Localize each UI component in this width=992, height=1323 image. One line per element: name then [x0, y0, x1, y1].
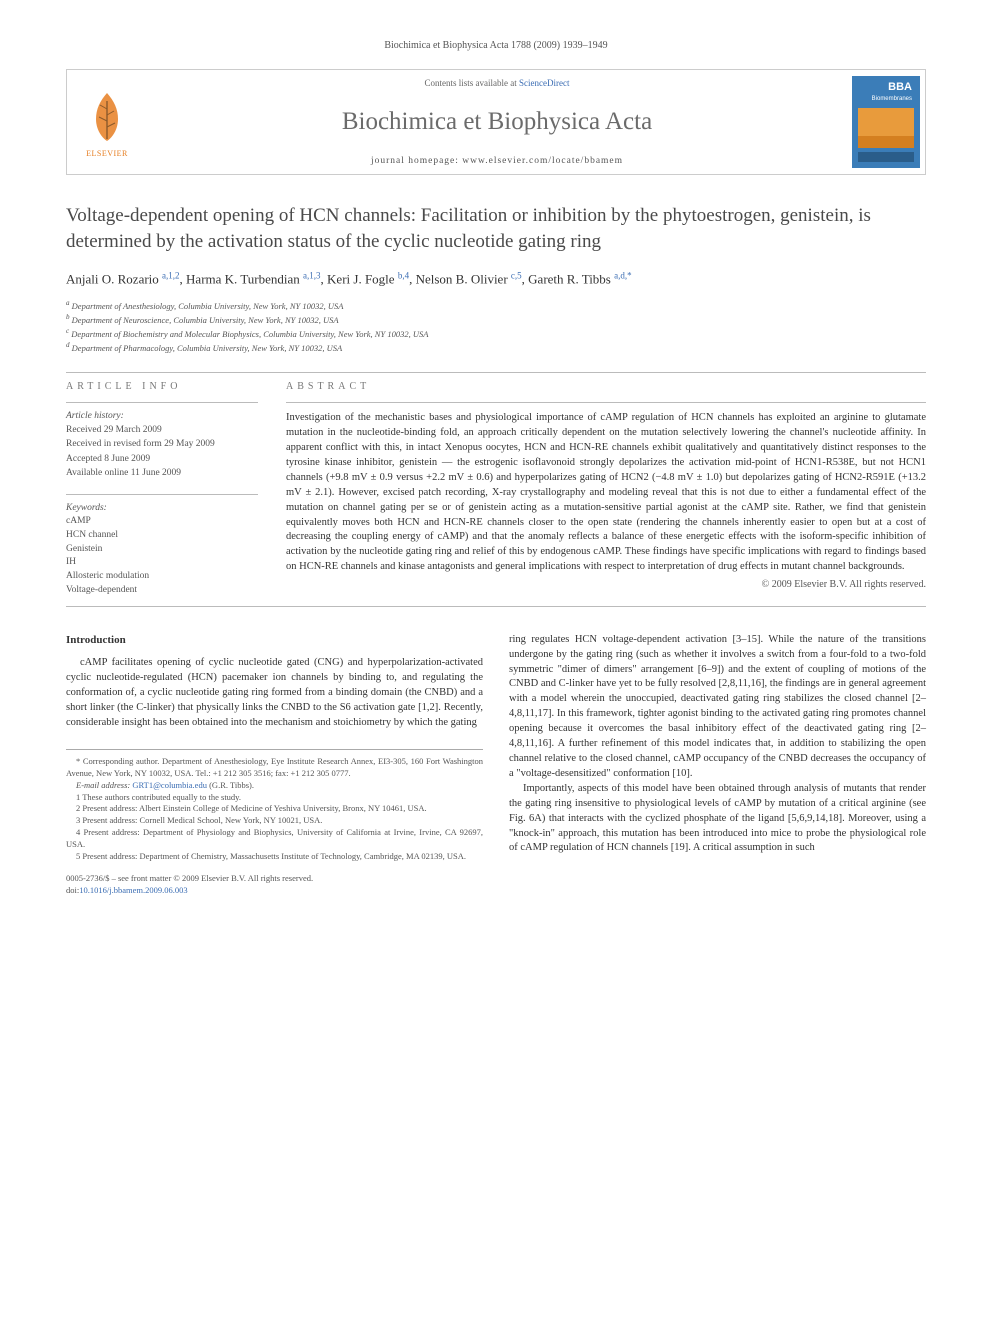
divider: [66, 372, 926, 373]
elsevier-tree-icon: [82, 87, 132, 147]
contents-available: Contents lists available at ScienceDirec…: [425, 78, 570, 88]
elsevier-logo[interactable]: ELSEVIER: [67, 70, 147, 174]
footnote-1: 1 These authors contributed equally to t…: [66, 792, 483, 804]
svg-text:Biomembranes: Biomembranes: [872, 96, 912, 102]
author-list: Anjali O. Rozario a,1,2, Harma K. Turben…: [66, 270, 926, 287]
running-header: Biochimica et Biophysica Acta 1788 (2009…: [66, 40, 926, 51]
email-note: E-mail address: GRT1@columbia.edu (G.R. …: [66, 780, 483, 792]
front-matter-line: 0005-2736/$ – see front matter © 2009 El…: [66, 873, 483, 885]
doi-line: doi:10.1016/j.bbamem.2009.06.003: [66, 885, 483, 897]
footnote-2: 2 Present address: Albert Einstein Colle…: [66, 803, 483, 815]
journal-cover-thumb[interactable]: BBA Biomembranes: [847, 70, 925, 174]
journal-cover-icon: BBA Biomembranes: [852, 76, 920, 168]
divider: [66, 402, 258, 403]
page-footer: 0005-2736/$ – see front matter © 2009 El…: [66, 873, 483, 897]
article-title: Voltage-dependent opening of HCN channel…: [66, 203, 926, 254]
doi-link[interactable]: 10.1016/j.bbamem.2009.06.003: [79, 885, 187, 895]
divider: [66, 606, 926, 607]
footnotes: * Corresponding author. Department of An…: [66, 749, 483, 863]
divider: [66, 494, 258, 495]
right-column: ring regulates HCN voltage-dependent act…: [509, 633, 926, 897]
keywords-list: cAMPHCN channelGenisteinIHAllosteric mod…: [66, 515, 258, 598]
sciencedirect-link[interactable]: ScienceDirect: [519, 78, 569, 88]
copyright: © 2009 Elsevier B.V. All rights reserved…: [286, 579, 926, 590]
corresponding-author-note: * Corresponding author. Department of An…: [66, 756, 483, 780]
abstract-text: Investigation of the mechanistic bases a…: [286, 411, 926, 575]
divider: [286, 402, 926, 403]
affiliations: a Department of Anesthesiology, Columbia…: [66, 298, 926, 355]
footnote-3: 3 Present address: Cornell Medical Schoo…: [66, 815, 483, 827]
body-paragraph: cAMP facilitates opening of cyclic nucle…: [66, 656, 483, 731]
abstract-header: ABSTRACT: [286, 381, 926, 392]
elsevier-label: ELSEVIER: [86, 149, 128, 158]
footnote-4: 4 Present address: Department of Physiol…: [66, 827, 483, 851]
journal-masthead: ELSEVIER Contents lists available at Sci…: [66, 69, 926, 175]
body-paragraph: ring regulates HCN voltage-dependent act…: [509, 633, 926, 782]
left-column: Introduction cAMP facilitates opening of…: [66, 633, 483, 897]
journal-title: Biochimica et Biophysica Acta: [342, 108, 652, 136]
journal-homepage: journal homepage: www.elsevier.com/locat…: [371, 156, 623, 166]
footnote-5: 5 Present address: Department of Chemist…: [66, 851, 483, 863]
article-history: Received 29 March 2009Received in revise…: [66, 423, 258, 480]
svg-text:BBA: BBA: [888, 81, 912, 93]
history-label: Article history:: [66, 411, 258, 421]
article-info-header: ARTICLE INFO: [66, 381, 258, 392]
email-link[interactable]: GRT1@columbia.edu: [132, 780, 207, 790]
keywords-label: Keywords:: [66, 503, 258, 513]
body-paragraph: Importantly, aspects of this model have …: [509, 782, 926, 857]
section-heading-introduction: Introduction: [66, 633, 483, 649]
